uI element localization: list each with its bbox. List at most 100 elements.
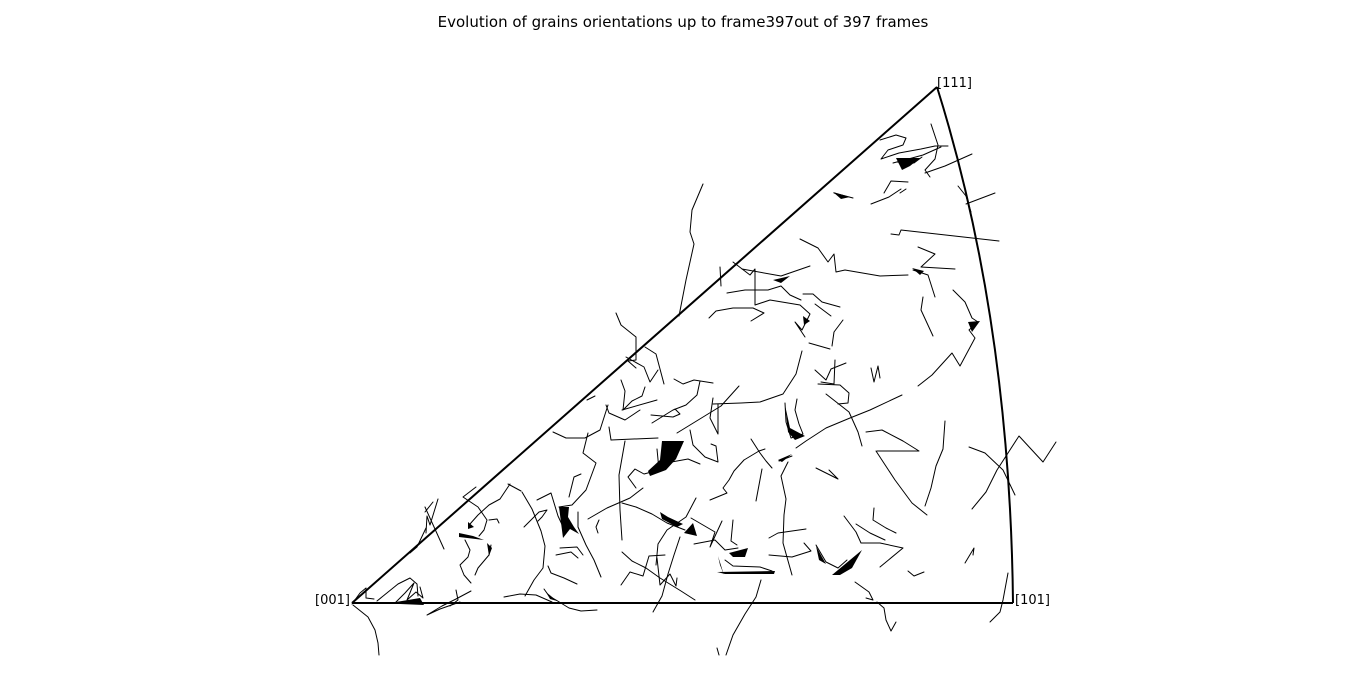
grain-trajectory [352,604,380,656]
grain-trajectory [555,546,584,559]
grain-trajectory [843,515,904,568]
grain-trajectory [656,557,678,587]
grain-trajectory [784,398,804,439]
grain-trajectory [870,365,881,383]
grain-trajectory [817,383,850,405]
grain-trajectory [724,559,773,572]
grain-trajectory [459,533,484,540]
grain-trajectory [815,544,848,569]
grain-trajectory [678,183,704,317]
grain-trajectories [351,123,1057,656]
grain-trajectory [655,497,697,566]
grain-trajectory [719,261,811,338]
grain-trajectory [725,579,762,656]
grain-trajectory [503,593,553,603]
grain-trajectory [802,293,844,347]
grain-trajectory [717,571,775,574]
grain-trajectory [620,554,666,586]
grain-trajectory [625,356,659,383]
grain-trajectory [559,507,579,538]
grain-trajectory [799,238,909,277]
grain-trajectory [964,547,975,564]
grain-trajectory [487,543,492,556]
grain-trajectory [708,307,765,322]
grain-trajectory [620,379,658,411]
grain-trajectory [778,454,792,462]
grain-trajectory [875,450,928,516]
grain-trajectory [409,527,427,554]
grain-trajectory [971,435,1057,510]
grain-trajectory [968,321,980,332]
pole-label-111: [111] [937,76,972,91]
grain-trajectory [968,446,1016,496]
grain-trajectory [426,590,472,616]
grain-trajectory [660,512,683,527]
grain-trajectory [552,404,659,441]
grain-trajectory [920,296,934,337]
grain-trajectory [449,589,459,607]
pole-label-001: [001] [315,593,350,608]
grain-trajectory [488,518,500,524]
grain-trajectory [693,539,739,551]
grain-trajectory [712,350,803,405]
grain-trajectory [351,587,375,605]
grain-trajectory [816,546,826,564]
grain-trajectory [650,408,681,418]
grain-trajectory [833,180,909,205]
grain-trajectory [785,405,805,440]
grain-trajectory [957,185,996,213]
grain-trajectory [652,536,681,613]
grain-trajectory [543,588,598,612]
grain-trajectory [586,395,641,421]
grain-trajectory [547,565,578,585]
grain-trajectory [718,556,724,575]
grain-trajectory-clusters [396,158,980,605]
ipf-triangle-boundary [351,86,1014,604]
grain-trajectory [521,491,546,597]
grain-trajectory [690,517,738,548]
grain-trajectory [755,467,839,502]
grain-trajectory [709,397,719,435]
grain-trajectory [726,265,811,301]
grain-trajectory [376,577,419,602]
grain-trajectory [546,592,557,601]
grain-trajectory [989,572,1009,623]
grain-trajectory [558,432,597,508]
grain-trajectory [768,528,812,558]
grain-trajectory [468,522,474,529]
grain-trajectory [648,441,684,476]
grain-trajectory [651,378,714,424]
grain-trajectory [832,550,862,575]
grain-trajectory [795,394,903,449]
grain-trajectory [424,498,445,550]
grain-trajectory [577,511,602,578]
grain-trajectory [912,268,924,275]
grain-trajectory [618,440,626,541]
grain-trajectory [621,502,686,531]
grain-trajectory [924,420,946,507]
grain-trajectory [709,459,745,501]
grain-trajectory [676,385,740,434]
grain-trajectory [773,276,790,283]
grain-trajectory [587,487,644,520]
grain-trajectory [523,509,548,528]
pole-label-101: [101] [1015,593,1050,608]
grain-trajectory [872,507,897,534]
grain-trajectory [568,473,582,498]
grain-trajectory [896,158,920,170]
grain-trajectory [879,134,949,160]
grain-trajectory [808,342,847,385]
grain-trajectory [729,548,748,557]
edge-001-111 [351,86,938,604]
grain-trajectory [469,483,522,525]
grain-trajectory [803,316,810,325]
grain-trajectory [924,153,973,174]
grain-trajectory [907,570,925,577]
grain-trajectory [833,192,850,199]
grain-trajectory [462,486,488,537]
grain-trajectory [743,438,793,469]
grain-trajectory [917,289,979,387]
grain-trajectory [716,647,720,656]
grain-trajectory [394,582,424,604]
